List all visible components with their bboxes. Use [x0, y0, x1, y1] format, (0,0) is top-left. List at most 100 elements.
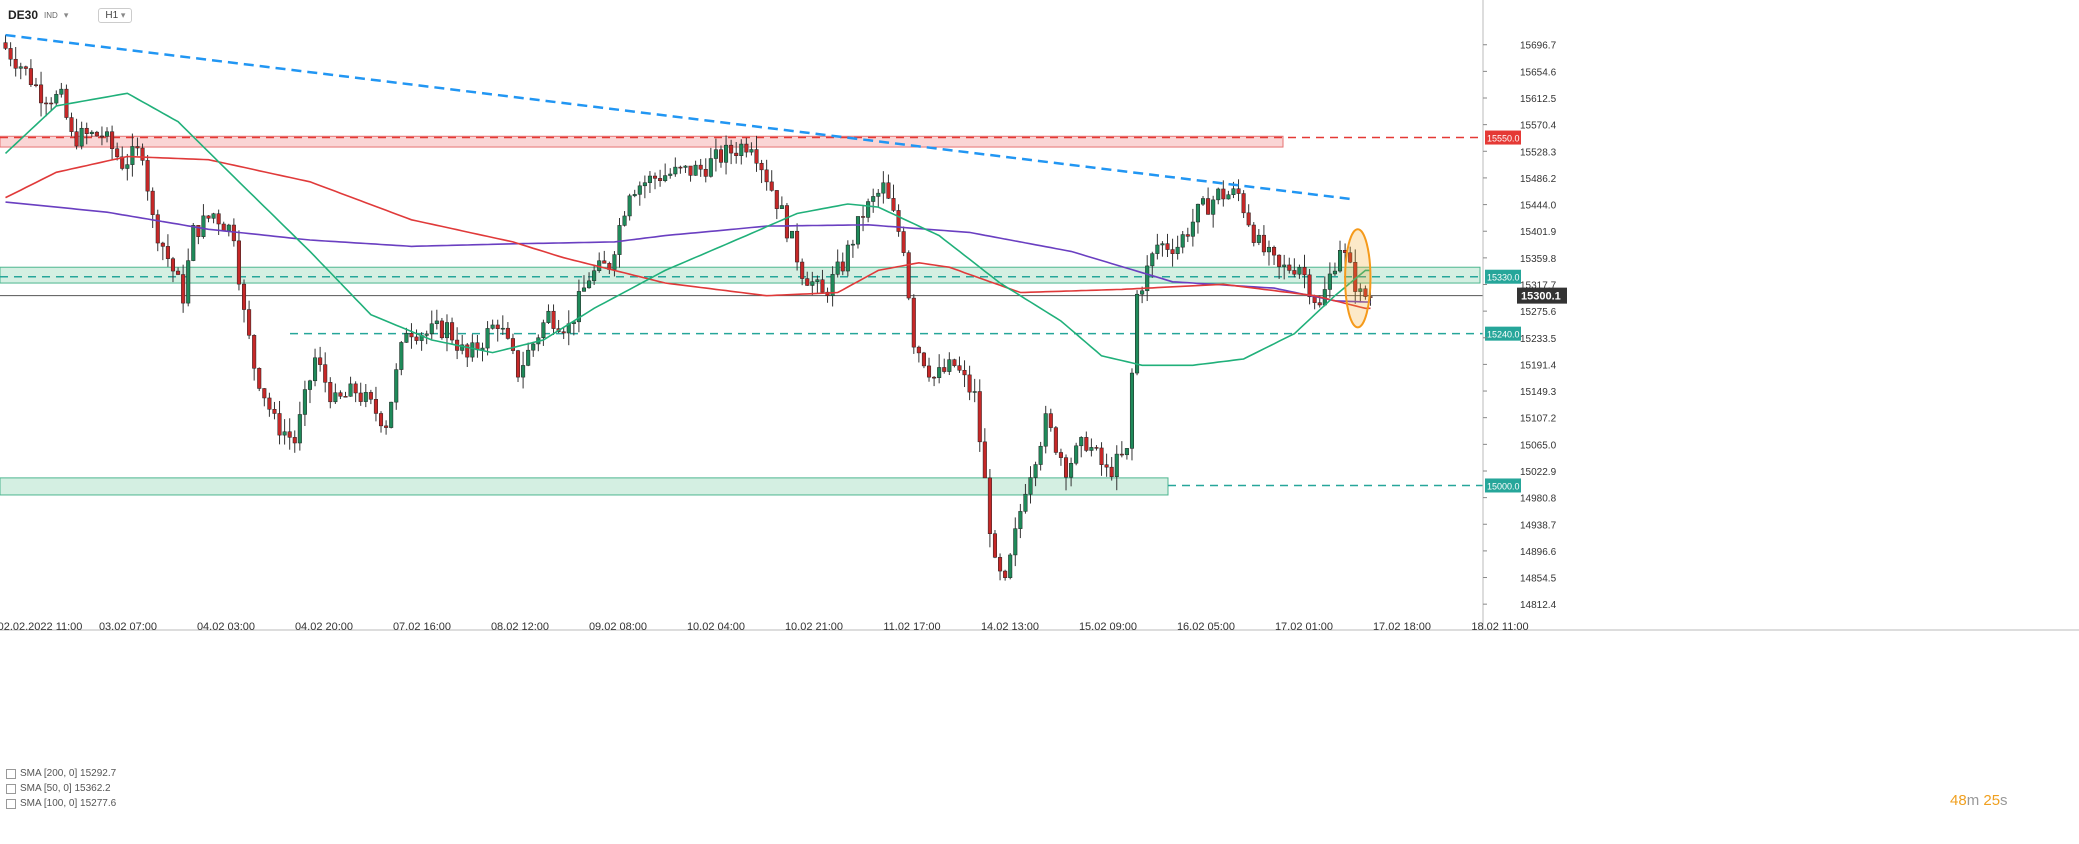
current-price-tag — [1517, 287, 1567, 304]
candle-down — [465, 344, 470, 358]
candle-down — [28, 68, 33, 85]
candle-down — [145, 160, 150, 192]
candle-down — [1307, 274, 1312, 298]
candle-up — [1069, 463, 1074, 478]
level-label: 15550.0 — [1487, 134, 1520, 144]
candle-down — [977, 391, 982, 443]
candle-up — [749, 149, 754, 153]
zone-support — [0, 266, 1481, 284]
candle-up — [485, 328, 490, 349]
x-tick-label: 07.02 16:00 — [393, 621, 451, 633]
candle-down — [1277, 254, 1282, 267]
legend-item[interactable]: SMA [100, 0] 15277.6 — [6, 796, 116, 811]
y-tick-label: 14980.8 — [1520, 494, 1557, 505]
candle-down — [840, 261, 845, 272]
candle-up — [104, 131, 110, 137]
timeframe-select[interactable]: H1 ▾ — [98, 7, 133, 23]
level-tag — [1485, 130, 1521, 145]
candle-up — [972, 391, 977, 393]
candle-up — [1256, 234, 1261, 243]
candle-down — [688, 165, 693, 176]
y-tick-label: 14854.5 — [1520, 574, 1557, 585]
candle-up — [850, 243, 855, 246]
candle-down — [1221, 188, 1226, 200]
candle-up — [130, 146, 135, 165]
candle-down — [891, 198, 896, 211]
candle-up — [1358, 288, 1363, 292]
candle-down — [1003, 570, 1008, 578]
price-axis: 15696.7 15654.6 15612.5 15570.4 15528.3 15486… — [0, 0, 2079, 631]
candle-up — [642, 182, 647, 187]
moving-average-line — [5, 155, 1371, 310]
candle-up — [881, 182, 886, 194]
candle-down — [1241, 193, 1246, 214]
candle-up — [1282, 264, 1287, 267]
candle-down — [962, 369, 967, 376]
candle-down — [774, 190, 779, 209]
candle-down — [754, 149, 759, 164]
x-tick-label: 10.02 21:00 — [785, 621, 843, 633]
candle-down — [1094, 447, 1099, 449]
candle-down — [206, 215, 211, 219]
candle-down — [44, 102, 49, 105]
candle-down — [8, 48, 13, 60]
candle-down — [257, 368, 262, 389]
candle-up — [1114, 453, 1119, 477]
level-tag — [1485, 478, 1521, 493]
x-tick-label: 15.02 09:00 — [1079, 621, 1137, 633]
candle-down — [957, 365, 962, 371]
candle-down — [120, 156, 125, 169]
candle-down — [764, 169, 769, 183]
candle-up — [815, 279, 820, 282]
x-tick-label: 10.02 04:00 — [687, 621, 745, 633]
candle-up — [1079, 437, 1084, 447]
legend-label: SMA [200, 0] 15292.7 — [20, 768, 117, 779]
candle-down — [1206, 198, 1211, 215]
candle-down — [1312, 296, 1317, 303]
candle-up — [739, 143, 744, 156]
candle-up — [937, 367, 942, 378]
candle-down — [1058, 452, 1063, 458]
trend-line — [5, 33, 1351, 201]
candle-up — [876, 192, 881, 197]
candle-up — [211, 213, 216, 219]
legend-item[interactable]: SMA [200, 0] 15292.7 — [6, 766, 116, 781]
y-tick-label: 15654.6 — [1520, 67, 1557, 78]
candle-down — [911, 297, 916, 348]
zone-resistance — [0, 135, 1284, 148]
chevron-down-icon: ▾ — [120, 9, 126, 20]
candle-down — [652, 175, 658, 179]
candle-down — [825, 291, 830, 296]
y-tick-label: 14896.6 — [1520, 547, 1557, 558]
candle-up — [1089, 447, 1094, 451]
candle-down — [861, 216, 866, 218]
legend-item[interactable]: SMA [50, 0] 15362.2 — [6, 781, 116, 796]
symbol-label[interactable]: DE30 — [8, 8, 39, 22]
candle-up — [1190, 221, 1195, 237]
candle-down — [1272, 246, 1277, 256]
candle-up — [587, 280, 592, 289]
x-tick-label: 04.02 20:00 — [295, 621, 353, 633]
candle-up — [470, 342, 475, 358]
indicator-icon — [6, 768, 16, 779]
candle-down — [176, 270, 181, 275]
candle-down — [886, 182, 891, 199]
indicator-legend: SMA [200, 0] 15292.7 SMA [50, 0] 15362.2… — [6, 766, 116, 811]
candle-up — [866, 201, 871, 218]
candle-down — [982, 441, 987, 479]
moving-averages-layer — [4, 92, 1371, 367]
candle-up — [297, 414, 302, 444]
zone-support — [0, 477, 1169, 496]
trendline-layer — [5, 33, 1351, 201]
candle-down — [1119, 453, 1124, 456]
candle-up — [810, 281, 815, 286]
candle-down — [287, 431, 292, 438]
chevron-down-icon[interactable]: ▾ — [63, 9, 69, 20]
candle-down — [343, 396, 348, 398]
candle-down — [368, 392, 373, 400]
candle-up — [1160, 243, 1165, 246]
candle-down — [926, 365, 932, 378]
candle-down — [505, 327, 510, 339]
candle-down — [805, 278, 810, 286]
